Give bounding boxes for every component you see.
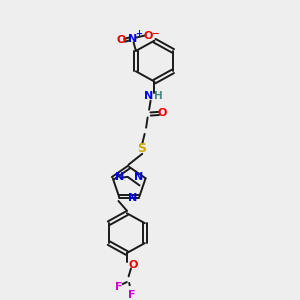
Text: F: F	[115, 282, 122, 292]
Text: +: +	[135, 29, 142, 38]
Text: N: N	[145, 92, 154, 101]
Text: O: O	[116, 35, 126, 45]
Text: O: O	[129, 260, 138, 270]
Text: N: N	[134, 172, 144, 182]
Text: H: H	[154, 92, 162, 101]
Text: O: O	[144, 31, 153, 40]
Text: F: F	[128, 290, 135, 300]
Text: −: −	[151, 29, 159, 38]
Text: N: N	[128, 34, 138, 44]
Text: S: S	[137, 142, 146, 155]
Text: O: O	[158, 108, 167, 118]
Text: N: N	[128, 193, 137, 203]
Text: N: N	[115, 172, 124, 182]
